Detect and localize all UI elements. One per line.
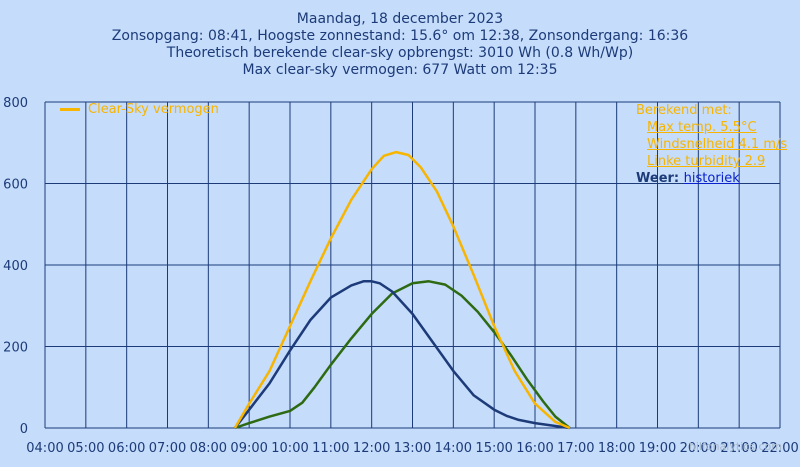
x-tick-label: 07:00 bbox=[149, 441, 186, 456]
weather-label: Weer: bbox=[636, 171, 680, 186]
x-tick-label: 11:00 bbox=[312, 441, 349, 456]
y-tick-label: 400 bbox=[3, 259, 28, 274]
chart-title-date: Maandag, 18 december 2023 bbox=[296, 11, 504, 27]
watermark: hilfonalytics.com bbox=[688, 440, 782, 453]
x-tick-label: 19:00 bbox=[639, 441, 676, 456]
x-tick-label: 09:00 bbox=[230, 441, 267, 456]
y-tick-label: 0 bbox=[20, 422, 28, 437]
legend-swatch bbox=[60, 108, 80, 111]
y-tick-label: 200 bbox=[3, 341, 28, 356]
series-line-afternoon bbox=[234, 280, 571, 430]
x-tick-label: 08:00 bbox=[190, 441, 227, 456]
chart-title-yield: Theoretisch berekende clear-sky opbrengs… bbox=[166, 45, 634, 61]
linke-turbidity-link[interactable]: Linke turbidity 2.9 bbox=[647, 154, 766, 169]
x-tick-label: 16:00 bbox=[516, 441, 553, 456]
x-tick-label: 18:00 bbox=[598, 441, 635, 456]
chart-title-max-power: Max clear-sky vermogen: 677 Watt om 12:3… bbox=[242, 62, 558, 78]
info-heading: Berekend met: bbox=[636, 103, 732, 118]
x-tick-label: 12:00 bbox=[353, 441, 390, 456]
series-line-morning bbox=[233, 280, 570, 430]
chart-series bbox=[233, 150, 571, 430]
weather-row: Weer: historiek bbox=[636, 170, 787, 187]
x-tick-label: 10:00 bbox=[271, 441, 308, 456]
chart-legend: Clear-Sky vermogen bbox=[60, 102, 219, 117]
x-tick-label: 14:00 bbox=[435, 441, 472, 456]
y-tick-label: 800 bbox=[3, 96, 28, 111]
x-tick-label: 04:00 bbox=[26, 441, 63, 456]
chart-axis-labels: 04:00 05:00 06:00 07:00 08:00 09:00 10:00 11:00… bbox=[3, 96, 799, 456]
x-tick-label: 15:00 bbox=[475, 441, 512, 456]
x-tick-label: 06:00 bbox=[108, 441, 145, 456]
calculation-info: Berekend met: Max temp. 5.5°C Windsnelhe… bbox=[636, 102, 787, 187]
chart-title-sun-times: Zonsopgang: 08:41, Hoogste zonnestand: 1… bbox=[111, 28, 689, 44]
x-tick-label: 05:00 bbox=[67, 441, 104, 456]
y-tick-label: 600 bbox=[3, 178, 28, 193]
x-tick-label: 20:00 bbox=[680, 441, 717, 456]
legend-label: Clear-Sky vermogen bbox=[88, 102, 219, 117]
x-tick-label: 17:00 bbox=[557, 441, 594, 456]
max-temp-link[interactable]: Max temp. 5.5°C bbox=[647, 120, 757, 135]
x-tick-label: 22:00 bbox=[761, 441, 798, 456]
history-link[interactable]: historiek bbox=[683, 171, 740, 186]
wind-speed-link[interactable]: Windsnelheid 4.1 m/s bbox=[647, 137, 788, 152]
x-tick-label: 21:00 bbox=[720, 441, 757, 456]
x-tick-label: 13:00 bbox=[394, 441, 431, 456]
series-line-clearsky bbox=[233, 150, 571, 430]
chart-grid bbox=[44, 101, 781, 429]
